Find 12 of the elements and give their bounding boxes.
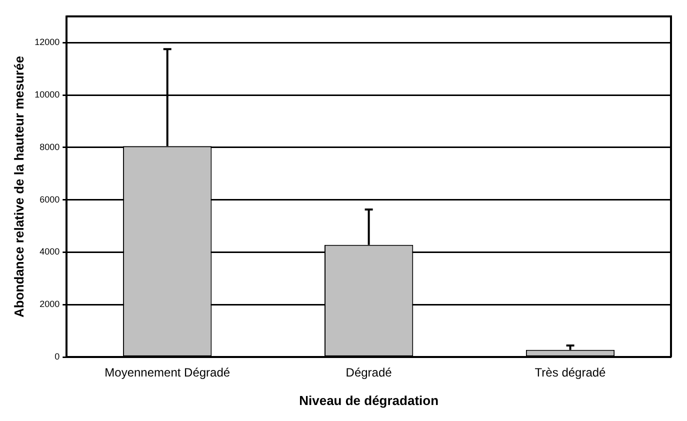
y-tick-label: 12000 xyxy=(34,37,60,48)
y-tick-label: 10000 xyxy=(34,89,60,100)
y-tick-label: 4000 xyxy=(40,246,60,257)
x-tick-label: Dégradé xyxy=(346,366,392,380)
y-axis-title: Abondance relative de la hauteur mesurée xyxy=(11,56,26,318)
x-axis-title: Niveau de dégradation xyxy=(299,392,439,408)
y-tick-label: 0 xyxy=(54,351,60,362)
x-tick-label: Très dégradé xyxy=(534,366,606,380)
y-tick-label: 6000 xyxy=(40,194,60,204)
x-tick-label: Moyennement Dégradé xyxy=(104,366,230,380)
y-tick-label: 2000 xyxy=(40,299,60,310)
y-tick-label: 8000 xyxy=(40,142,60,152)
